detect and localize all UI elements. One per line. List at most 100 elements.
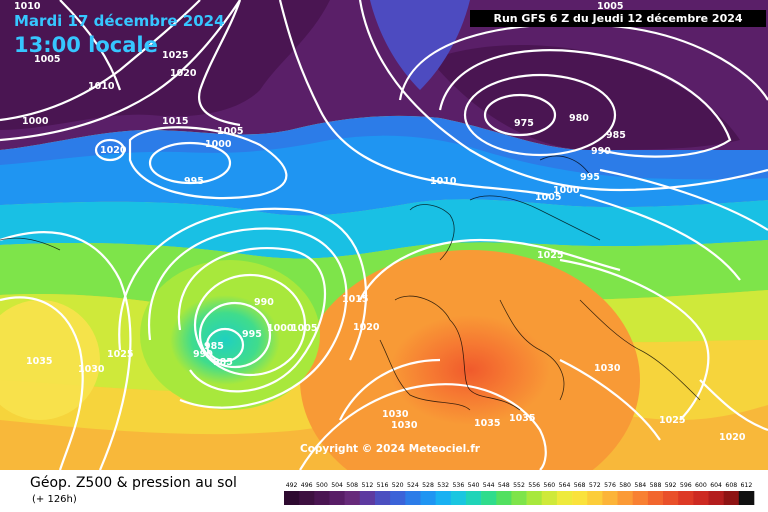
color-scale-label: 496 [301,482,313,489]
isobar-label: 1000 [22,116,49,127]
color-scale-swatch [359,491,376,505]
color-scale-swatch [526,491,543,505]
color-scale-label: 580 [619,482,631,489]
isobar-label: 980 [569,113,589,124]
forecast-local-time: 13:00 locale [14,33,158,57]
isobar-label: 985 [213,357,233,368]
isobar-label: 1025 [107,349,133,360]
color-scale-swatch [647,491,664,505]
color-scale-label: 564 [559,482,571,489]
color-scale-swatch [602,491,618,505]
color-scale-swatch [435,491,452,505]
forecast-lead-time: (+ 126h) [32,494,77,505]
map-title: Géop. Z500 & pression au sol [30,475,237,491]
color-scale-swatch [556,491,573,505]
color-scale-label: 600 [695,482,707,489]
color-scale-label: 516 [377,482,389,489]
isobar-label: 990 [193,349,213,360]
color-scale-label: 492 [286,482,298,489]
isobar-label: 1010 [14,1,41,12]
color-scale-label: 540 [468,482,480,489]
isobar-label: 1030 [391,420,418,431]
color-scale-label: 544 [483,482,495,489]
isobar-label: 975 [514,118,534,129]
color-scale-swatch [450,491,467,505]
weather-map: 1010 1005 1010 1000 1025 1020 1015 1005 … [0,0,768,470]
color-scale-swatch [572,491,588,505]
color-scale-swatch [390,491,406,505]
isobar-label: 1005 [291,323,317,334]
color-scale-label: 596 [680,482,692,489]
color-scale-label: 504 [331,482,343,489]
isobar-label: 1015 [162,116,188,127]
color-scale-swatch [405,491,421,505]
isobar-label: 995 [580,172,600,183]
isobar-label: 1035 [474,418,500,429]
color-scale-label: 508 [346,482,358,489]
color-scale-swatch [693,491,709,505]
color-scale-label: 568 [574,482,586,489]
isobar-label: 990 [591,146,611,157]
color-scale-swatch [465,491,482,505]
color-scale-swatch [663,491,679,505]
isobar-label: 985 [606,130,626,141]
isobar-label: 1005 [34,54,60,65]
color-scale-swatch [617,491,633,505]
isobar-label: 1000 [205,139,232,150]
color-scale-swatch [481,491,497,505]
color-scale-label: 548 [498,482,510,489]
isobar-label: 1025 [162,50,188,61]
color-scale-swatch [496,491,512,505]
color-scale-label: 572 [589,482,601,489]
isobar-label: 1020 [170,68,197,79]
color-scale-swatch [420,491,436,505]
isobar-label: 1005 [597,1,623,12]
isobar-label: 985 [204,341,224,352]
isobar-label: 1000 [267,323,294,334]
color-scale-swatch [541,491,558,505]
isobar-label: 995 [242,329,262,340]
color-scale-label: 556 [528,482,540,489]
isobar-label: 1025 [659,415,685,426]
isobar-label: 1010 [88,81,115,92]
color-scale-label: 532 [437,482,449,489]
isobar-label: 990 [254,297,274,308]
color-scale-label: 552 [513,482,525,489]
isobar-label: 1005 [217,126,243,137]
isobar-label: 1005 [535,192,561,203]
color-scale-swatch [511,491,527,505]
forecast-date: Mardi 17 décembre 2024 [14,12,225,30]
color-scale-label: 576 [604,482,616,489]
color-scale-label: 524 [407,482,419,489]
isobar-label: 995 [184,176,204,187]
isobar-label: 1000 [553,185,580,196]
isobar-label: 1030 [382,409,409,420]
color-scale-swatch [723,491,740,505]
isobar-label: 1010 [430,176,457,187]
isobar-label: 1015 [342,294,368,305]
color-scale-label: 536 [452,482,464,489]
color-scale-swatch [375,491,391,505]
color-scale-swatch [314,491,330,505]
isobar-label: 1025 [537,250,563,261]
color-scale-swatch [587,491,603,505]
color-scale-label: 592 [665,482,677,489]
isobar-label: 1020 [719,432,746,443]
model-run-info: Run GFS 6 Z du Jeudi 12 décembre 2024 [470,10,766,27]
color-scale-label: 520 [392,482,404,489]
isobar-label: 1030 [78,364,105,375]
color-scale-label: 500 [316,482,328,489]
color-scale-swatch [344,491,361,505]
color-scale-swatch [738,491,755,505]
color-scale-label: 512 [361,482,373,489]
color-scale-label: 604 [710,482,722,489]
color-scale-swatch [708,491,724,505]
color-scale-label: 588 [650,482,662,489]
isobar-label: 1020 [100,145,127,156]
copyright-notice: Copyright © 2024 Meteociel.fr [300,443,480,455]
color-scale-label: 608 [725,482,737,489]
color-scale-label: 560 [543,482,555,489]
color-scale-swatch [678,491,694,505]
color-scale-label: 612 [740,482,752,489]
color-scale-legend: 492 496 500 504 508 512 516 520 524 528 532 536 540 5… [284,482,755,505]
